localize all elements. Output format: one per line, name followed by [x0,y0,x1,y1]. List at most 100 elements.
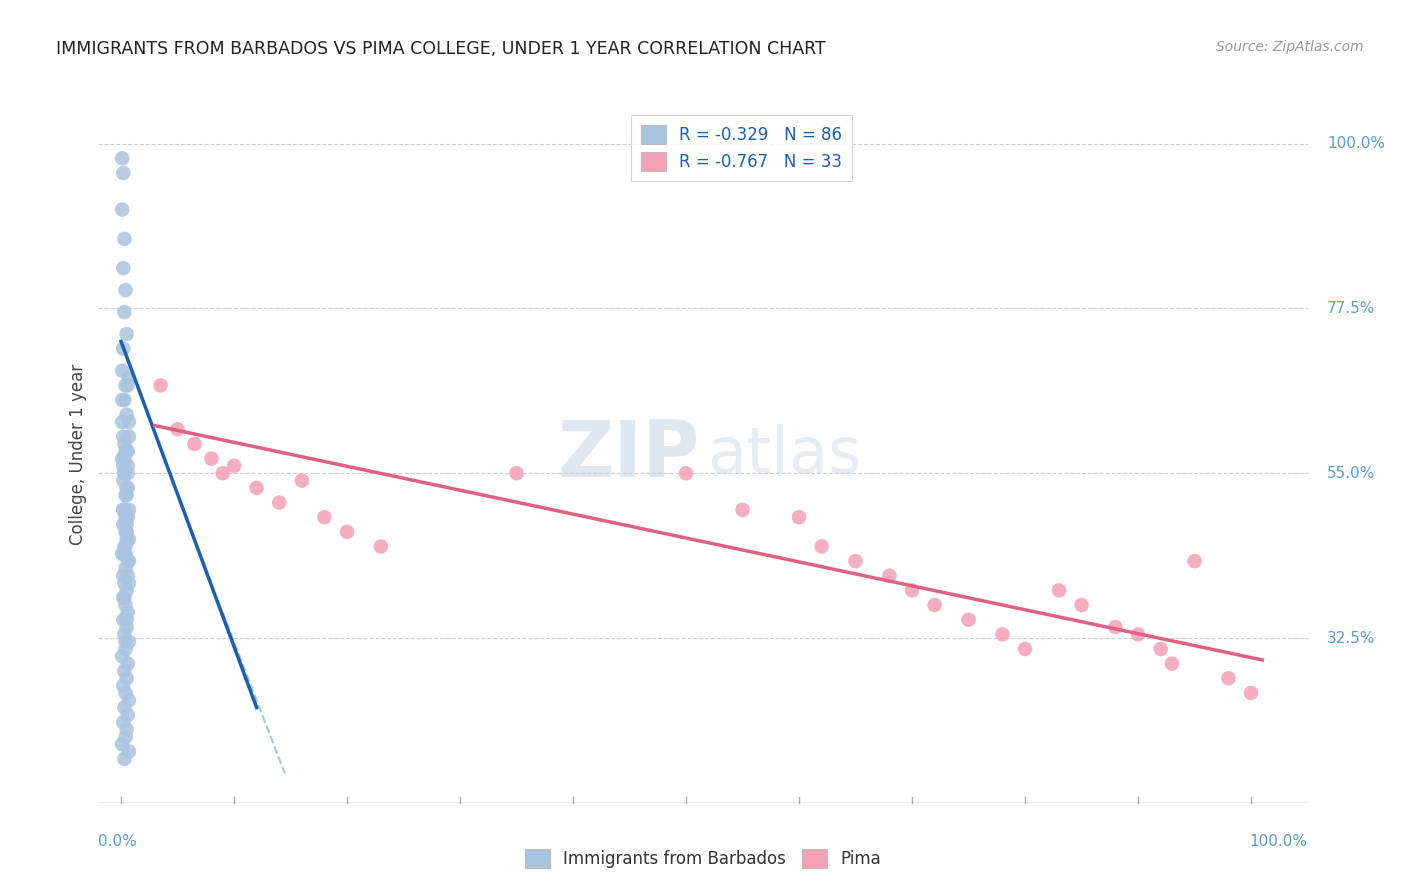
Point [117,657,139,671]
Point [1014,642,1036,657]
Point [111,151,134,165]
Point [114,634,136,648]
Point [731,503,754,517]
Point [166,422,188,436]
Point [112,474,135,488]
Point [111,415,134,429]
Point [1150,642,1173,657]
Point [114,540,136,554]
Point [114,524,136,539]
Point [118,576,141,591]
Text: 77.5%: 77.5% [1327,301,1375,316]
Text: IMMIGRANTS FROM BARBADOS VS PIMA COLLEGE, UNDER 1 YEAR CORRELATION CHART: IMMIGRANTS FROM BARBADOS VS PIMA COLLEGE… [56,40,825,58]
Point [112,715,135,730]
Point [118,503,141,517]
Point [112,429,135,443]
Point [924,598,946,612]
Point [314,510,336,524]
Point [115,481,138,495]
Point [112,752,135,766]
Point [112,305,135,319]
Point [111,392,134,407]
Point [115,517,138,532]
Point [901,583,924,598]
Text: Source: ZipAtlas.com: Source: ZipAtlas.com [1216,40,1364,54]
Point [1126,627,1149,641]
Point [117,568,139,582]
Point [112,700,135,714]
Point [117,458,139,473]
Point [112,568,135,582]
Point [112,503,135,517]
Point [246,481,269,495]
Point [112,540,135,554]
Text: atlas: atlas [707,424,860,486]
Text: 55.0%: 55.0% [1327,466,1375,481]
Point [114,730,136,744]
Point [117,467,139,481]
Point [112,166,135,180]
Point [1104,620,1126,634]
Point [118,415,141,429]
Point [112,232,135,246]
Point [118,745,141,759]
Point [111,202,134,217]
Point [115,671,138,685]
Point [118,554,141,568]
Point [1161,657,1184,671]
Point [112,664,135,678]
Point [118,532,141,546]
Text: ZIP: ZIP [557,417,699,493]
Point [112,591,135,605]
Point [149,378,172,392]
Point [1184,554,1206,568]
Text: 0.0%: 0.0% [98,834,138,849]
Point [183,437,205,451]
Point [112,451,135,466]
Text: 32.5%: 32.5% [1327,631,1375,646]
Point [112,342,135,356]
Point [115,583,138,598]
Point [112,591,135,605]
Legend: Immigrants from Barbados, Pima: Immigrants from Barbados, Pima [517,843,889,875]
Point [114,488,136,502]
Point [111,451,134,466]
Point [112,679,135,693]
Point [117,510,139,524]
Point [114,686,136,700]
Point [117,444,139,458]
Point [117,378,139,392]
Point [291,474,314,488]
Point [115,524,138,539]
Point [112,503,135,517]
Point [115,723,138,737]
Point [111,649,134,664]
Point [200,451,222,466]
Point [112,458,135,473]
Point [112,613,135,627]
Point [112,392,135,407]
Point [117,481,139,495]
Point [117,554,139,568]
Y-axis label: College, Under 1 year: College, Under 1 year [69,364,87,546]
Point [114,547,136,561]
Legend: R = -0.329   N = 86, R = -0.767   N = 33: R = -0.329 N = 86, R = -0.767 N = 33 [630,115,852,181]
Point [991,627,1014,641]
Point [112,576,135,591]
Point [115,327,138,342]
Point [114,510,136,524]
Point [787,510,810,524]
Point [115,620,138,634]
Point [845,554,868,568]
Point [370,540,392,554]
Point [112,437,135,451]
Point [1240,686,1263,700]
Point [112,627,135,641]
Point [115,408,138,422]
Point [675,467,697,481]
Point [114,642,136,657]
Point [269,495,291,509]
Text: 100.0%: 100.0% [1327,136,1385,151]
Point [115,532,138,546]
Point [115,488,138,502]
